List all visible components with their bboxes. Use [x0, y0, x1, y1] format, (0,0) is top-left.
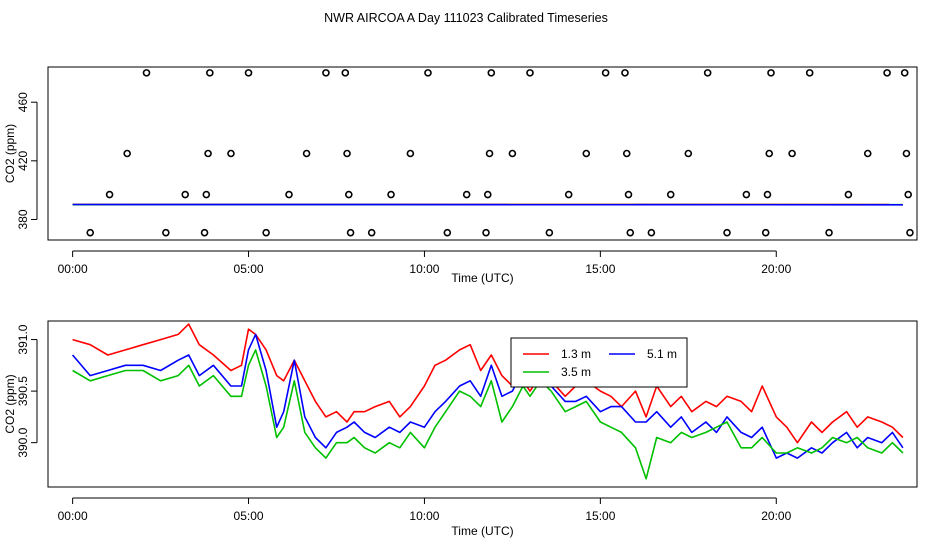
plot1-x-tick-label: 00:00: [58, 262, 88, 276]
plot1-data-point: [483, 190, 492, 199]
plot1-y-tick-label: 420: [16, 150, 30, 170]
plot1-data-point: [765, 149, 774, 158]
plot1-data-point: [626, 228, 635, 237]
plot1-data-point: [883, 69, 891, 77]
plot1-data-point: [624, 190, 633, 199]
legend-label-3-5-m: 3.5 m: [561, 365, 591, 379]
plot2-x-axis-title: Time (UTC): [451, 524, 513, 538]
plot1-y-axis-title: CO2 (ppm): [3, 124, 17, 183]
plot1-data-point: [387, 190, 395, 199]
plot1-data-point: [346, 228, 355, 237]
plot1-data-point: [825, 228, 833, 237]
plot1-data-point: [805, 69, 814, 77]
plot2-series-line-1-3-m: [72, 323, 904, 444]
plot1-data-point: [162, 228, 170, 237]
plot1-data-point: [285, 190, 293, 199]
plot1-data-point: [302, 149, 311, 158]
plot2-x-tick-label: 00:00: [58, 509, 88, 523]
plot1-data-point: [123, 149, 131, 158]
plot2-frame: [47, 320, 918, 488]
plot1-data-point: [227, 149, 235, 158]
plot1-data-point: [105, 190, 114, 199]
plot1-data-point: [200, 228, 209, 237]
plot1-data-point: [844, 190, 853, 199]
plot1-data-point: [322, 69, 330, 77]
plot2-y-axis-title: CO2 (ppm): [3, 374, 17, 433]
plot1-data-point: [647, 228, 656, 237]
plot1-data-point: [367, 228, 376, 237]
plot1-data-point: [485, 149, 494, 158]
plot1-data-point: [904, 190, 913, 199]
plot2-x-tick-label: 20:00: [761, 509, 791, 523]
plot2-x-tick-label: 15:00: [585, 509, 615, 523]
plot1-y-tick-label: 460: [16, 92, 30, 112]
plot1-data-point: [788, 149, 796, 158]
plot1-data-point: [666, 190, 675, 199]
plot1-data-point: [343, 149, 351, 158]
plot1-data-point: [723, 228, 731, 237]
plot1-x-tick-label: 20:00: [761, 262, 791, 276]
plot1-data-point: [742, 190, 751, 199]
plot1-data-point: [86, 228, 95, 237]
plot1-data-point: [863, 149, 872, 158]
plot1-data-point: [482, 228, 490, 237]
plot1-data-point: [767, 69, 775, 77]
plot1-x-axis-title: Time (UTC): [451, 271, 513, 285]
plot1-data-point: [487, 69, 496, 77]
plot1-x-tick-label: 15:00: [585, 262, 615, 276]
plot1-data-point: [601, 69, 610, 77]
plot1-x-tick-label: 10:00: [409, 262, 439, 276]
plot1-data-point: [526, 69, 534, 77]
plot2-y-tick-label: 390.0: [16, 427, 30, 457]
plot2-x-tick-label: 05:00: [234, 509, 264, 523]
plot1-data-point: [582, 149, 591, 158]
legend-box: [510, 337, 688, 388]
plot1-data-point: [902, 149, 911, 158]
plot1-frame: [47, 66, 918, 241]
plot1-data-point: [900, 69, 909, 77]
plot1-data-point: [244, 69, 253, 77]
plot1-data-point: [406, 149, 415, 158]
plot1-data-point: [684, 149, 693, 158]
plot2-y-tick-label: 390.5: [16, 376, 30, 406]
plot1-data-point: [204, 149, 212, 158]
plot1-data-point: [906, 228, 914, 237]
plot1-data-point: [202, 190, 211, 199]
plot1-data-point: [142, 69, 151, 77]
plot1-data-point: [462, 190, 471, 199]
plot1-data-point: [564, 190, 573, 199]
plot1-data-point: [424, 69, 432, 77]
plot1-data-point: [262, 228, 270, 237]
chart-title: NWR AIRCOA A Day 111023 Calibrated Times…: [324, 11, 608, 25]
plot1-data-point: [621, 69, 629, 77]
plot1-data-point: [508, 149, 517, 158]
plot1-data-point: [206, 69, 214, 77]
plot2-series-line-5-1-m: [71, 333, 904, 459]
plot1-data-point: [443, 228, 452, 237]
plot1-data-point: [763, 190, 772, 199]
plot1-x-tick-label: 05:00: [234, 262, 264, 276]
plot1-data-point: [181, 190, 190, 199]
plot2-y-tick-label: 391.0: [16, 324, 30, 354]
plot1-data-point: [345, 190, 353, 199]
plot1-data-point: [622, 149, 631, 158]
plot2-x-tick-label: 10:00: [409, 509, 439, 523]
legend-label-1-3-m: 1.3 m: [561, 347, 591, 361]
plot1-data-point: [703, 69, 712, 77]
plot2-series-line-3-5-m: [72, 349, 904, 480]
plot1-data-point: [341, 69, 350, 77]
plot1-data-point: [761, 228, 770, 237]
plot1-data-point: [545, 228, 554, 237]
plot1-y-tick-label: 380: [16, 209, 30, 229]
legend-label-5-1-m: 5.1 m: [647, 347, 677, 361]
